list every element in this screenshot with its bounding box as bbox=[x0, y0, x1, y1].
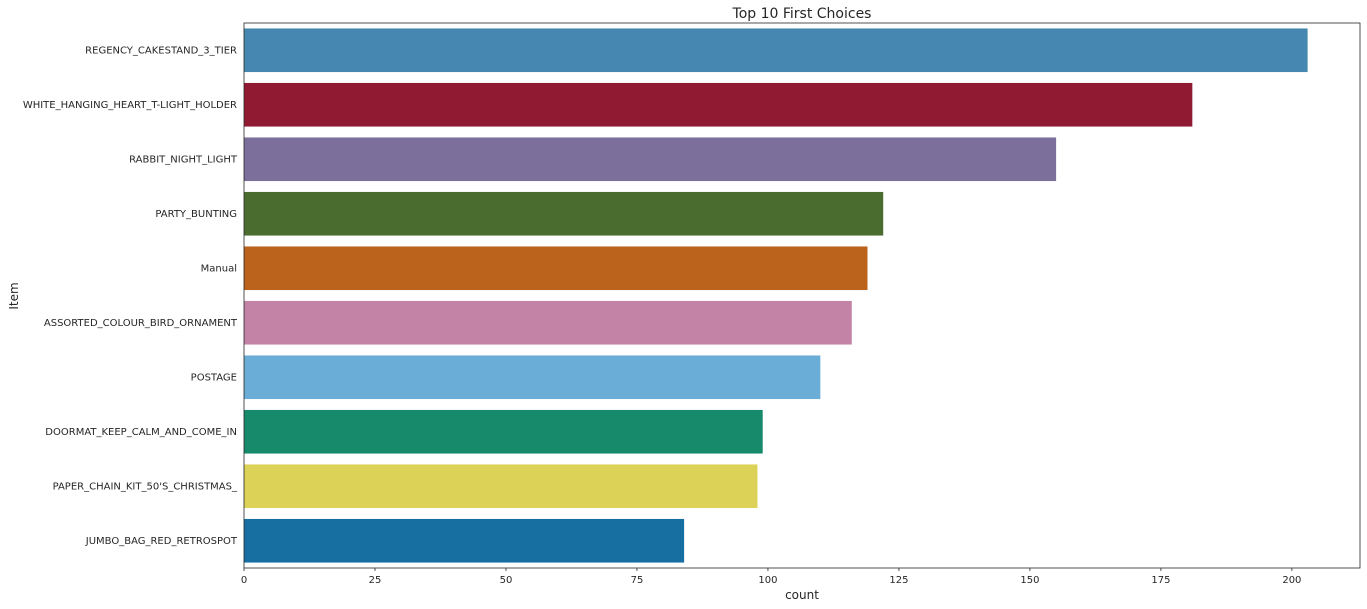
bar-3 bbox=[244, 191, 884, 236]
x-tick-label: 50 bbox=[500, 575, 513, 586]
y-tick-label: RABBIT_NIGHT_LIGHT bbox=[129, 154, 238, 165]
x-tick-label: 125 bbox=[889, 575, 908, 586]
bar-5 bbox=[244, 300, 852, 345]
bars-group bbox=[244, 28, 1308, 563]
x-tick-label: 200 bbox=[1282, 575, 1301, 586]
y-tick-label: REGENCY_CAKESTAND_3_TIER bbox=[85, 45, 237, 56]
bar-6 bbox=[244, 355, 821, 400]
x-tick-label: 75 bbox=[631, 575, 644, 586]
y-tick-label: DOORMAT_KEEP_CALM_AND_COME_IN bbox=[45, 427, 237, 438]
x-axis-title: count bbox=[785, 588, 819, 602]
bar-1 bbox=[244, 82, 1193, 127]
bar-8 bbox=[244, 464, 758, 509]
plot-frame bbox=[243, 22, 1361, 569]
y-tick-labels: REGENCY_CAKESTAND_3_TIER WHITE_HANGING_HE… bbox=[23, 45, 238, 547]
chart-title: Top 10 First Choices bbox=[732, 6, 872, 22]
x-tick-label: 175 bbox=[1151, 575, 1170, 586]
x-tick-label: 100 bbox=[758, 575, 777, 586]
bar-2 bbox=[244, 137, 1057, 182]
y-tick-label: WHITE_HANGING_HEART_T-LIGHT_HOLDER bbox=[23, 100, 237, 111]
bar-0 bbox=[244, 28, 1308, 73]
x-tick-label: 25 bbox=[369, 575, 382, 586]
bar-4 bbox=[244, 246, 868, 291]
y-tick-label: PAPER_CHAIN_KIT_50'S_CHRISTMAS_ bbox=[53, 481, 238, 492]
y-tick-label: ASSORTED_COLOUR_BIRD_ORNAMENT bbox=[44, 318, 238, 329]
y-axis-title: Item bbox=[7, 282, 21, 309]
x-tick-label: 150 bbox=[1020, 575, 1039, 586]
x-tick-label: 0 bbox=[241, 575, 247, 586]
y-tick-label: POSTAGE bbox=[191, 372, 237, 383]
y-tick-label: PARTY_BUNTING bbox=[155, 209, 237, 220]
y-tick-label: Manual bbox=[201, 263, 237, 274]
bar-7 bbox=[244, 409, 763, 454]
bar-9 bbox=[244, 518, 685, 563]
y-tick-label: JUMBO_BAG_RED_RETROSPOT bbox=[85, 536, 238, 547]
x-ticks: 0 25 50 75 100 125 150 175 200 bbox=[241, 568, 1301, 586]
